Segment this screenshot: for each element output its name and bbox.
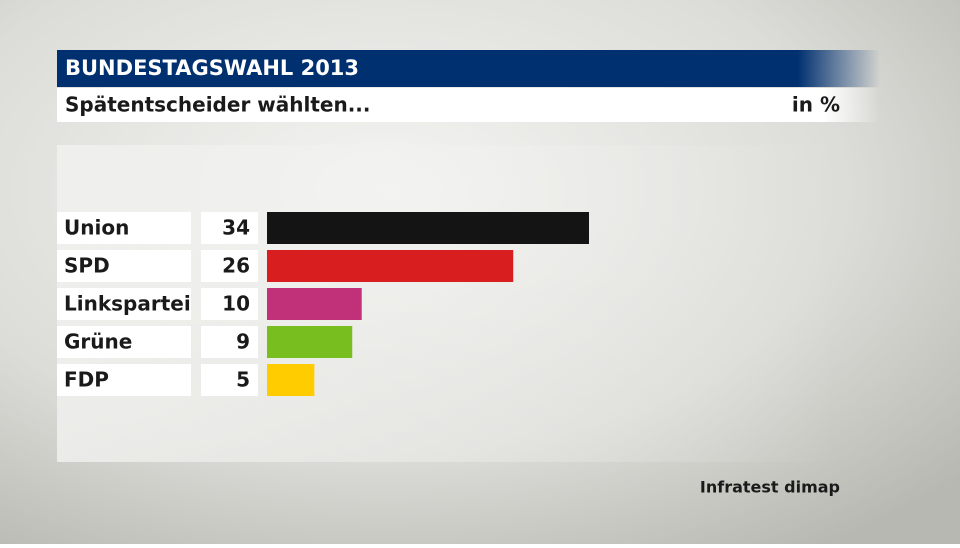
bar	[267, 364, 315, 396]
label-box	[57, 364, 191, 396]
bar	[267, 326, 353, 358]
bar	[267, 250, 514, 282]
value-label: 5	[236, 368, 250, 392]
chart-subtitle: Spätentscheider wählten...	[65, 93, 371, 117]
category-label: Linkspartei	[64, 292, 191, 316]
label-box	[57, 326, 191, 358]
category-label: Union	[64, 216, 129, 240]
category-label: Grüne	[64, 330, 132, 354]
subtitle-bar	[57, 88, 880, 122]
unit-label: in %	[792, 93, 840, 117]
label-box	[57, 250, 191, 282]
category-label: SPD	[64, 254, 110, 278]
bar	[267, 212, 589, 244]
source: Infratest dimap	[700, 478, 840, 497]
chart-title: BUNDESTAGSWAHL 2013	[65, 56, 359, 80]
title-bar	[57, 50, 880, 87]
value-label: 26	[222, 254, 250, 278]
category-label: FDP	[64, 368, 109, 392]
value-box	[201, 326, 258, 358]
label-box	[57, 212, 191, 244]
bar	[267, 288, 362, 320]
value-box	[201, 364, 258, 396]
value-label: 10	[222, 292, 250, 316]
label-box	[57, 288, 191, 320]
value-label: 9	[236, 330, 250, 354]
value-label: 34	[222, 216, 250, 240]
value-box	[201, 250, 258, 282]
value-box	[201, 288, 258, 320]
value-box	[201, 212, 258, 244]
